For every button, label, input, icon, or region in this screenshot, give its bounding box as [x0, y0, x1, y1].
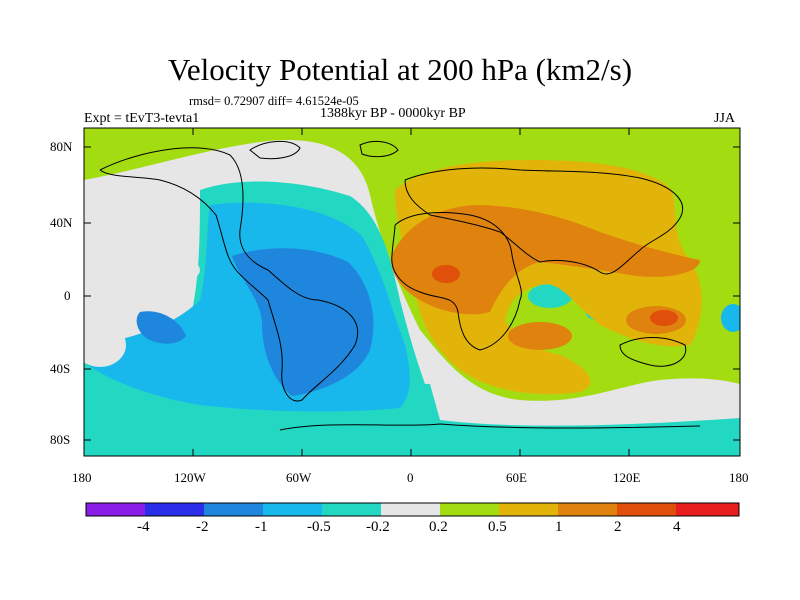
season-label: JJA — [714, 111, 736, 126]
coastlines — [99, 140, 701, 431]
colorbar-swatch-1 — [86, 503, 145, 516]
colorbar-swatch-3 — [204, 503, 263, 516]
colorbar-frame — [85, 502, 740, 517]
colorbar-label-9: 2 — [614, 519, 622, 535]
lat-ticks — [84, 146, 740, 441]
lon-label-60w: 60W — [286, 470, 312, 485]
colorbar-swatch-4 — [263, 503, 322, 516]
lat-label-40s: 40S — [50, 361, 71, 376]
lon-label-60e: 60E — [506, 470, 527, 485]
colorbar-swatch-11 — [676, 503, 739, 516]
lon-label-120w: 120W — [174, 470, 206, 485]
contour-fill-layer — [84, 128, 740, 456]
colorbar-label-4: -0.5 — [307, 519, 331, 535]
colorbar-label-2: -2 — [196, 519, 209, 535]
map-title: Velocity Potential at 200 hPa (km2/s) — [167, 52, 633, 87]
colorbar-label-3: -1 — [255, 519, 268, 535]
colorbar-label-7: 0.5 — [488, 519, 507, 535]
rmsd-diff-stats: rmsd= 0.72907 diff= 4.61524e-05 — [189, 94, 359, 108]
lon-label-0: 0 — [407, 470, 414, 485]
colorbar-label-1: -4 — [137, 519, 150, 535]
colorbar-swatch-2 — [145, 503, 204, 516]
colorbar — [85, 502, 740, 517]
colorbar-label-5: -0.2 — [366, 519, 390, 535]
time-period: 1388kyr BP - 0000kyr BP — [320, 106, 466, 121]
colorbar-swatch-9 — [558, 503, 617, 516]
map-frame — [83, 127, 741, 457]
lon-label-120e: 120E — [613, 470, 641, 485]
lon-ticks — [83, 128, 741, 456]
colorbar-label-10: 4 — [673, 519, 681, 535]
colorbar-swatch-7 — [440, 503, 499, 516]
experiment-label: Expt = tEvT3-tevta1 — [84, 111, 200, 126]
lon-label-180e: 180 — [729, 470, 749, 485]
colorbar-swatch-8 — [499, 503, 558, 516]
colorbar-swatch-5 — [322, 503, 381, 516]
lat-label-80n: 80N — [50, 139, 73, 154]
lat-label-0: 0 — [64, 288, 71, 303]
lat-label-40n: 40N — [50, 215, 73, 230]
colorbar-label-6: 0.2 — [429, 519, 448, 535]
lon-label-180w: 180 — [72, 470, 92, 485]
colorbar-label-8: 1 — [555, 519, 563, 535]
lat-label-80s: 80S — [50, 432, 71, 447]
colorbar-swatch-10 — [617, 503, 676, 516]
colorbar-swatch-6 — [381, 503, 440, 516]
